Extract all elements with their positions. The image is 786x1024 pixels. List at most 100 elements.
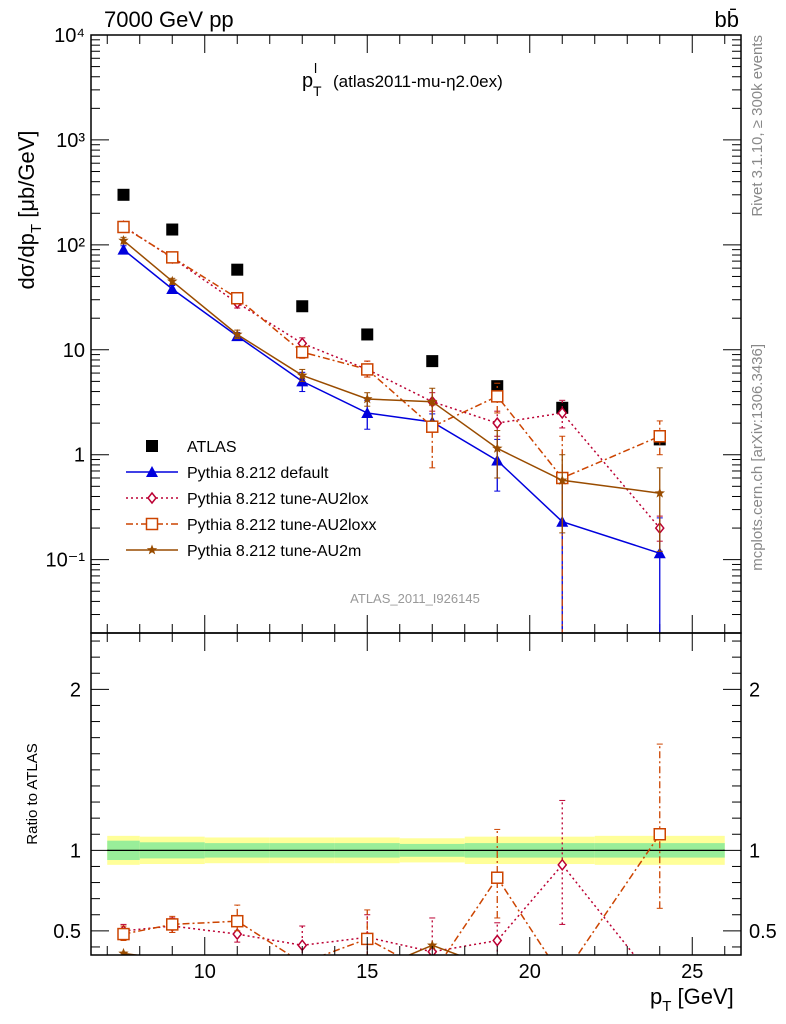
data-point bbox=[362, 393, 373, 404]
data-point bbox=[297, 369, 308, 380]
ratio-point bbox=[296, 975, 308, 986]
x-tick-label: 20 bbox=[519, 961, 541, 983]
data-point bbox=[491, 390, 504, 403]
ratio-point bbox=[297, 958, 308, 969]
ratio-point bbox=[557, 972, 568, 983]
series-pythia-8-212-tune-au2loxx bbox=[117, 220, 666, 633]
analysis-id: ATLAS_2011_I926145 bbox=[350, 591, 480, 606]
legend-label: ATLAS bbox=[187, 439, 237, 456]
subtitle-analysis: (atlas2011-mu-η2.0ex) bbox=[333, 72, 503, 91]
main-axes: 10⁻¹ 1 10 10² 10³ 10⁴ bbox=[46, 25, 741, 634]
main-series bbox=[117, 188, 666, 633]
data-point bbox=[166, 223, 179, 236]
subtitle-sub: T bbox=[313, 83, 322, 99]
ratio-point bbox=[427, 939, 438, 950]
data-point bbox=[232, 329, 243, 339]
ratio-point bbox=[232, 967, 243, 977]
ratio-point bbox=[172, 954, 173, 955]
y-tick-label: 10² bbox=[56, 235, 85, 257]
y-tick-label: 10⁴ bbox=[54, 25, 85, 47]
data-point bbox=[557, 474, 568, 485]
y-axis-title: dσ/dpT [μb/GeV] bbox=[14, 131, 45, 290]
ratio-y-tick-label: 1 bbox=[70, 840, 81, 862]
ratio-point bbox=[492, 934, 503, 947]
data-point bbox=[361, 406, 374, 418]
legend-label: Pythia 8.212 tune-AU2loxx bbox=[187, 517, 376, 534]
ratio-frame bbox=[90, 632, 742, 956]
mcplots-label: mcplots.cern.ch [arXiv:1306.3436] bbox=[749, 344, 766, 571]
data-point bbox=[117, 188, 130, 201]
ratio-y-tick-label: 1 bbox=[749, 840, 760, 862]
legend-item: Pythia 8.212 tune-AU2lox bbox=[126, 491, 368, 508]
data-point bbox=[296, 345, 309, 359]
legend: ATLAS Pythia 8.212 default Pythia 8.212 tu… bbox=[126, 439, 376, 560]
rivet-label-wrap: Rivet 3.1.10, ≥ 300k events bbox=[749, 35, 766, 217]
ratio-point bbox=[231, 968, 243, 979]
ratio-point bbox=[491, 871, 504, 884]
legend-marker bbox=[147, 491, 157, 505]
ratio-band bbox=[107, 835, 725, 865]
y-tick-label: 10³ bbox=[56, 130, 85, 152]
ratio-point bbox=[653, 828, 666, 841]
ratio-point bbox=[297, 970, 308, 980]
data-point bbox=[492, 442, 503, 453]
data-point bbox=[426, 355, 439, 368]
series-atlas bbox=[117, 188, 666, 446]
ratio-point bbox=[166, 962, 178, 973]
ratio-point bbox=[557, 858, 568, 872]
data-point bbox=[117, 220, 130, 234]
y-tick-label: 10⁻¹ bbox=[46, 550, 86, 572]
legend-label: Pythia 8.212 tune-AU2m bbox=[187, 543, 361, 560]
ratio-point bbox=[118, 957, 130, 968]
legend-marker bbox=[146, 440, 158, 452]
ratio-axis-title: Ratio to ATLAS bbox=[24, 743, 41, 844]
x-tick-label: 10 bbox=[194, 961, 216, 983]
y-tick-label: 1 bbox=[74, 445, 85, 467]
energy-label: 7000 GeV pp bbox=[104, 7, 234, 32]
ratio-point bbox=[232, 927, 243, 941]
data-point bbox=[166, 251, 179, 264]
data-point bbox=[426, 420, 439, 433]
data-point bbox=[166, 282, 179, 294]
x-axis-title-text: pT [GeV] bbox=[650, 984, 734, 1015]
data-point bbox=[361, 328, 374, 341]
legend-item: ATLAS bbox=[146, 439, 237, 456]
data-point bbox=[654, 487, 665, 498]
subtitle-sup: l bbox=[314, 60, 317, 76]
legend-marker bbox=[146, 544, 158, 555]
ratio-point bbox=[166, 918, 179, 931]
data-point bbox=[653, 429, 666, 443]
data-point bbox=[492, 416, 503, 430]
ratio-point bbox=[655, 956, 666, 966]
subtitle-var: p bbox=[302, 70, 313, 92]
data-point bbox=[427, 396, 438, 407]
data-point bbox=[557, 406, 568, 420]
ratio-point bbox=[118, 947, 129, 955]
ratio-axis-title-text: Ratio to ATLAS bbox=[24, 743, 41, 844]
data-point bbox=[361, 363, 374, 376]
process-label: bb̄ bbox=[715, 7, 739, 32]
y-axis-title-text: dσ/dpT [μb/GeV] bbox=[14, 131, 45, 290]
mcplots-label-wrap: mcplots.cern.ch [arXiv:1306.3436] bbox=[749, 344, 766, 571]
ratio-point bbox=[117, 927, 130, 941]
legend-marker bbox=[146, 466, 158, 477]
ratio-point bbox=[427, 969, 438, 980]
data-point bbox=[167, 275, 178, 286]
legend-label: Pythia 8.212 tune-AU2lox bbox=[187, 491, 368, 508]
x-tick-label: 15 bbox=[356, 961, 378, 983]
ratio-axes: 10 15 20 25 0.5 0.5 1 1 2 2 bbox=[53, 633, 777, 983]
ratio-y-tick-label: 2 bbox=[70, 679, 81, 701]
data-point bbox=[231, 291, 244, 305]
ratio-point bbox=[231, 914, 244, 928]
data-point bbox=[653, 547, 666, 559]
plot-subtitle: p l T (atlas2011-mu-η2.0ex) bbox=[302, 60, 503, 99]
ratio-y-tick-label: 0.5 bbox=[749, 921, 777, 943]
ratio-y-tick-label: 2 bbox=[749, 679, 760, 701]
legend-item: Pythia 8.212 tune-AU2loxx bbox=[126, 517, 376, 534]
data-point bbox=[231, 263, 244, 276]
legend-marker bbox=[145, 517, 159, 531]
legend-label: Pythia 8.212 default bbox=[187, 465, 329, 482]
data-point bbox=[117, 243, 130, 255]
ratio-point bbox=[557, 974, 568, 984]
